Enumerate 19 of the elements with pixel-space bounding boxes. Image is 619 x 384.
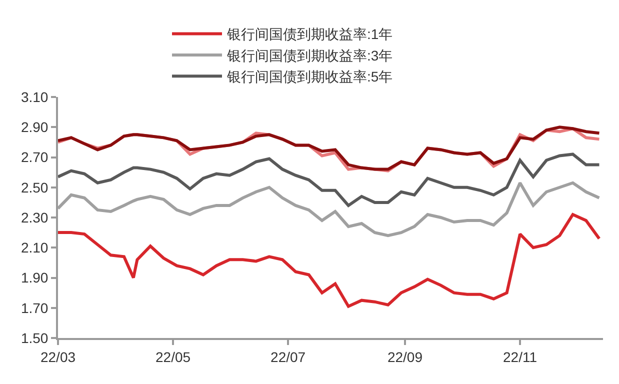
x-tick-label: 22/05 bbox=[156, 348, 191, 365]
legend-label: 银行间国债到期收益率:1年 bbox=[226, 26, 393, 42]
y-tick-label: 3.10 bbox=[20, 88, 48, 105]
y-tick-label: 2.10 bbox=[20, 240, 48, 256]
legend-label: 银行间国债到期收益率:5年 bbox=[226, 68, 393, 85]
line-series bbox=[58, 212, 601, 308]
x-tick-label: 22/03 bbox=[40, 348, 76, 365]
legend-label: 银行间国债到期收益率:3年 bbox=[226, 47, 393, 64]
y-tick-label: 2.50 bbox=[20, 179, 48, 196]
y-tick-label: 1.70 bbox=[20, 300, 48, 316]
x-tick-label: 22/09 bbox=[387, 348, 423, 365]
x-tick-label: 22/07 bbox=[270, 348, 306, 365]
y-tick-label: 1.50 bbox=[20, 330, 48, 346]
y-tick-label: 2.70 bbox=[20, 149, 48, 166]
y-tick-label: 2.90 bbox=[20, 119, 48, 136]
y-tick-label: 2.30 bbox=[20, 209, 48, 226]
y-tick-label: 1.90 bbox=[20, 270, 48, 286]
x-tick-label: 22/11 bbox=[503, 348, 538, 365]
line-series bbox=[58, 152, 601, 207]
